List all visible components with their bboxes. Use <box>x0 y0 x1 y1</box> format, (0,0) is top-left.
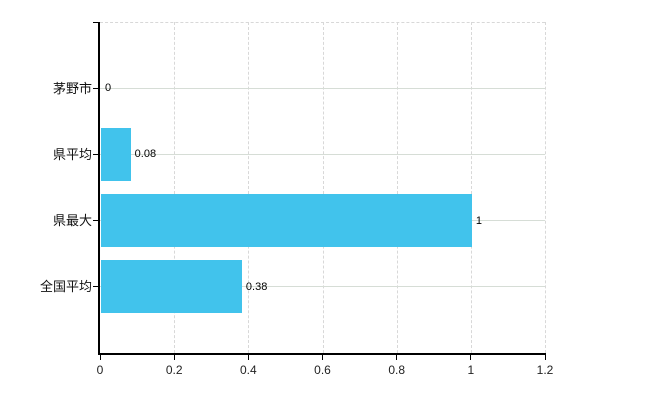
x-axis-tick-label: 0.2 <box>165 363 183 377</box>
y-axis-line <box>98 22 100 355</box>
x-axis-tick-label: 0.4 <box>239 363 257 377</box>
y-axis-tick <box>93 220 100 222</box>
y-axis-tick <box>93 286 100 288</box>
bar-value-label: 1 <box>475 214 482 227</box>
x-axis-tick <box>544 355 546 360</box>
x-axis-tick <box>99 355 101 360</box>
bar-value-label: 0 <box>105 82 112 95</box>
bar-value-label: 0.08 <box>134 148 157 161</box>
x-axis-tick-label: 0 <box>96 363 104 377</box>
x-axis-tick-label: 0.6 <box>314 363 331 377</box>
vertical-gridline <box>470 22 472 353</box>
horizontal-gridline <box>100 286 545 288</box>
category-label: 県平均 <box>52 146 92 162</box>
x-axis-tick <box>396 355 398 360</box>
vertical-gridline <box>174 22 176 353</box>
x-axis-tick-label: 1 <box>467 363 475 377</box>
y-axis-tick <box>93 153 100 155</box>
vertical-gridline <box>322 22 324 353</box>
x-axis-tick <box>322 355 323 360</box>
bar <box>101 127 131 181</box>
vertical-gridline <box>396 22 398 353</box>
horizontal-gridline <box>100 87 545 89</box>
vertical-gridline <box>545 22 546 353</box>
x-axis-tick <box>247 355 249 360</box>
bar <box>101 194 472 248</box>
category-label: 全国平均 <box>39 279 92 295</box>
y-axis-tick <box>93 87 100 89</box>
bar <box>101 260 242 314</box>
vertical-gridline <box>248 22 250 353</box>
horizontal-gridline <box>100 153 545 155</box>
x-axis-tick <box>173 355 175 360</box>
category-label: 茅野市 <box>52 80 92 96</box>
x-axis-tick-label: 0.8 <box>388 363 405 377</box>
x-axis-tick-label: 1.2 <box>536 363 554 377</box>
x-axis-line <box>98 353 546 355</box>
category-label: 県最大 <box>52 213 92 229</box>
x-axis-tick <box>470 355 472 360</box>
y-axis-end-tick <box>93 22 100 23</box>
bar-value-label: 0.38 <box>245 280 268 293</box>
